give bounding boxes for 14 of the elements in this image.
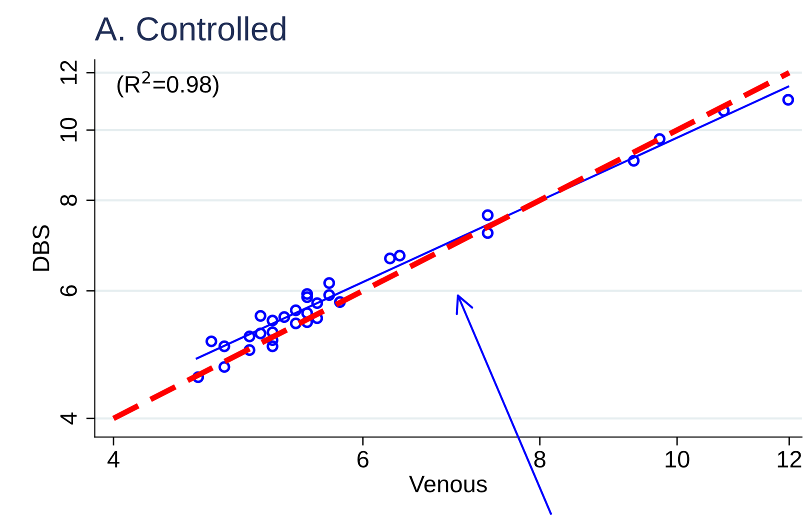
y-tick-label: 4: [60, 412, 77, 424]
x-axis-title: Venous: [409, 476, 487, 492]
chart-title: A. Controlled: [94, 16, 286, 41]
annotation: (R$^{2}$=0.98): [117, 71, 218, 98]
y-tick-label: 10: [60, 118, 77, 142]
y-axis-title: DBS: [32, 225, 50, 271]
y-tick-label: 12: [60, 60, 77, 84]
x-tick-label: 12: [778, 450, 802, 468]
x-tick-label: 6: [358, 450, 368, 468]
x-tick-label: 10: [666, 450, 690, 468]
y-tick-label: 8: [60, 194, 77, 206]
y-tick-label: 6: [60, 285, 77, 296]
x-tick-label: 8: [534, 450, 546, 468]
x-tick-label: 4: [107, 451, 120, 468]
